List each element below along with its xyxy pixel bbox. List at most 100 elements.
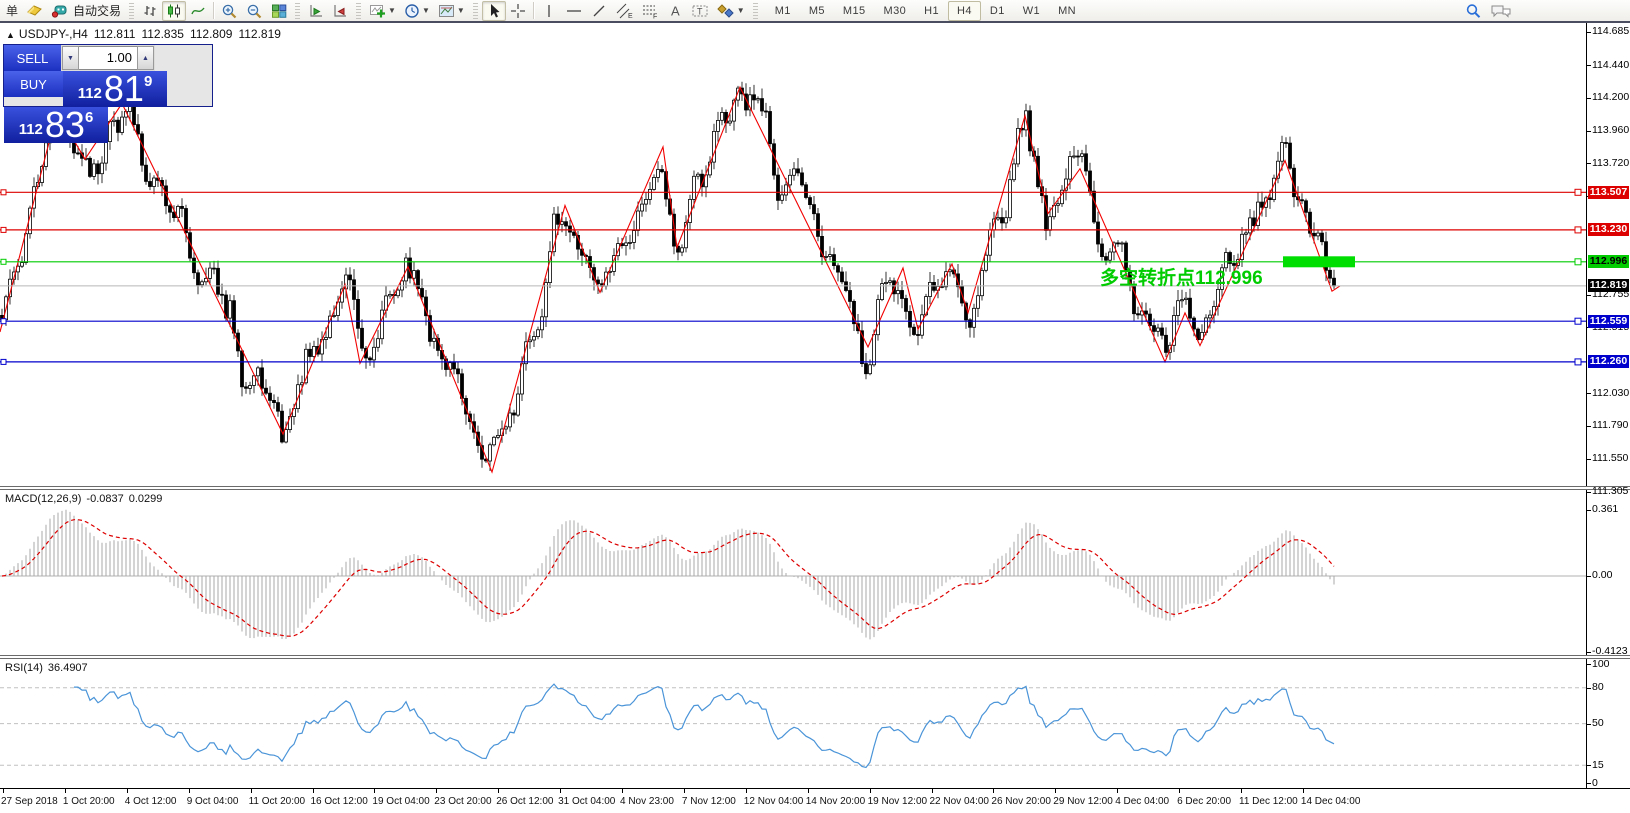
line-chart-button[interactable]	[186, 1, 210, 21]
price-axis-label: 114.440	[1592, 59, 1630, 71]
rsi-axis-label: 50	[1592, 717, 1604, 729]
macd-axis-label: 0.00	[1592, 569, 1613, 581]
sell-price[interactable]: 112 81 9	[63, 71, 167, 107]
sell-button[interactable]: SELL	[4, 45, 61, 71]
shapes-button[interactable]: ▼	[713, 1, 749, 21]
rsi-axis-label: 80	[1592, 681, 1604, 693]
price-axis-tick	[1587, 459, 1591, 460]
buy-button[interactable]: BUY	[4, 71, 63, 97]
time-axis-tick	[1241, 789, 1242, 793]
text-button[interactable]: A	[663, 1, 687, 21]
channel-button[interactable]: E	[611, 1, 637, 21]
rsi-axis-label: 100	[1592, 658, 1610, 670]
new-order-button[interactable]: 单	[2, 1, 22, 21]
timeframe-m1[interactable]: M1	[774, 4, 791, 17]
rsi-axis-tick	[1587, 783, 1591, 784]
svg-text:E: E	[628, 13, 633, 19]
timeframe-h4[interactable]: H4	[948, 0, 981, 21]
time-axis-label: 1 Oct 20:00	[62, 796, 115, 807]
zoom-out-button[interactable]	[242, 1, 267, 21]
price-chart-canvas[interactable]	[0, 23, 1586, 486]
pane-splitter[interactable]	[0, 655, 1630, 659]
volume-increase-button[interactable]: ▲	[137, 46, 154, 70]
timeframe-w1[interactable]: W1	[1022, 4, 1041, 17]
price-axis-tick	[1587, 98, 1591, 99]
chat-button[interactable]	[1486, 1, 1516, 21]
fibonacci-button[interactable]: F	[637, 1, 663, 21]
price-axis-tick	[1587, 65, 1591, 66]
time-axis-tick	[1302, 789, 1304, 793]
time-axis-label: 12 Nov 04:00	[743, 796, 804, 807]
toolbar-grip[interactable]	[356, 2, 362, 19]
horizontal-line-113.507	[0, 188, 1586, 196]
periods-button[interactable]: ▼	[400, 1, 434, 21]
rsi-value: 36.4907	[47, 662, 88, 674]
toolbar-grip[interactable]	[295, 2, 301, 19]
current-price-label: 112.819	[1588, 279, 1629, 292]
autotrading-button[interactable]: 自动交易	[47, 1, 125, 21]
time-axis-label: 14 Dec 04:00	[1300, 796, 1361, 807]
line-chart-icon	[191, 7, 205, 14]
trendline-button[interactable]	[587, 1, 611, 21]
timeframe-m5[interactable]: M5	[808, 4, 825, 17]
chart-shift-button[interactable]	[328, 1, 352, 21]
cursor-button[interactable]	[481, 0, 506, 21]
toolbar-grip[interactable]	[129, 2, 135, 19]
zoom-in-button[interactable]	[217, 1, 242, 21]
time-axis-label: 27 Sep 2018	[1, 796, 58, 807]
price-axis-tick	[1587, 131, 1591, 132]
timeframe-d1[interactable]: D1	[989, 4, 1005, 17]
toolbar-grip[interactable]	[752, 2, 758, 19]
ohlc-open: 112.811	[93, 27, 136, 41]
horizontal-line-112.559	[0, 317, 1586, 325]
timeframe-m15[interactable]: M15	[842, 4, 866, 17]
volume-input[interactable]: 1.00	[79, 46, 137, 70]
time-axis[interactable]: 27 Sep 2018 1 Oct 20:00 4 Oct 12:00 9 Oct 0…	[0, 788, 1630, 813]
pane-splitter[interactable]	[0, 486, 1630, 490]
price-axis-label: 114.685	[1592, 25, 1630, 37]
time-axis-label: 4 Oct 12:00	[124, 796, 177, 807]
horizontal-line-button[interactable]	[561, 1, 587, 21]
bars-chart-button[interactable]	[138, 1, 162, 21]
time-axis-tick	[3, 789, 4, 793]
macd-name: MACD(12,26,9)	[5, 493, 82, 505]
dropdown-caret-icon: ▼	[388, 6, 396, 15]
volume-decrease-button[interactable]: ▼	[62, 46, 79, 70]
crosshair-button[interactable]	[506, 1, 530, 21]
crosshair-icon	[510, 3, 525, 18]
time-axis-tick	[188, 789, 190, 793]
macd-axis-tick	[1587, 510, 1591, 511]
timeframe-m30[interactable]: M30	[883, 4, 907, 17]
price-axis-label: 111.550	[1592, 452, 1629, 464]
candles-chart-button[interactable]	[162, 0, 187, 21]
macd-pane-canvas[interactable]	[0, 490, 1586, 655]
rsi-axis-label: 15	[1592, 759, 1604, 771]
order-note-icon[interactable]	[22, 1, 47, 21]
timeframe-group: M1 M5 M15 M30 H1 H4 D1 W1 MN	[766, 0, 1085, 21]
buy-price[interactable]: 112 83 6	[4, 107, 108, 143]
search-button[interactable]	[1461, 1, 1486, 21]
time-axis-tick	[1055, 789, 1057, 793]
auto-scroll-button[interactable]	[304, 1, 328, 21]
time-axis-label: 22 Nov 04:00	[929, 796, 990, 807]
rsi-pane-canvas[interactable]	[0, 659, 1586, 788]
price-axis-tick	[1587, 295, 1591, 296]
tile-windows-icon	[272, 4, 287, 18]
timeframe-h1[interactable]: H1	[924, 4, 939, 17]
indicators-button[interactable]: ▼	[365, 1, 400, 21]
macd-label: MACD(12,26,9) -0.0837 0.0299	[5, 493, 167, 505]
time-axis-label: 4 Dec 04:00	[1115, 796, 1170, 807]
timeframe-mn[interactable]: MN	[1058, 4, 1076, 17]
text-label-button[interactable]: T	[687, 1, 713, 21]
one-click-trading-panel: SELL ▼ 1.00 ▲ BUY 112 81 9 112 83 6	[3, 44, 213, 143]
cursor-icon	[490, 3, 500, 17]
templates-button[interactable]: ▼	[434, 1, 469, 21]
price-axis-border	[1586, 23, 1587, 788]
price-line-label: 113.507	[1588, 186, 1629, 199]
toolbar-grip[interactable]	[472, 2, 478, 19]
time-axis-tick	[931, 789, 933, 793]
tile-windows-button[interactable]	[267, 1, 291, 21]
macd-signal-value: 0.0299	[128, 493, 163, 505]
vertical-line-button[interactable]	[537, 1, 561, 21]
